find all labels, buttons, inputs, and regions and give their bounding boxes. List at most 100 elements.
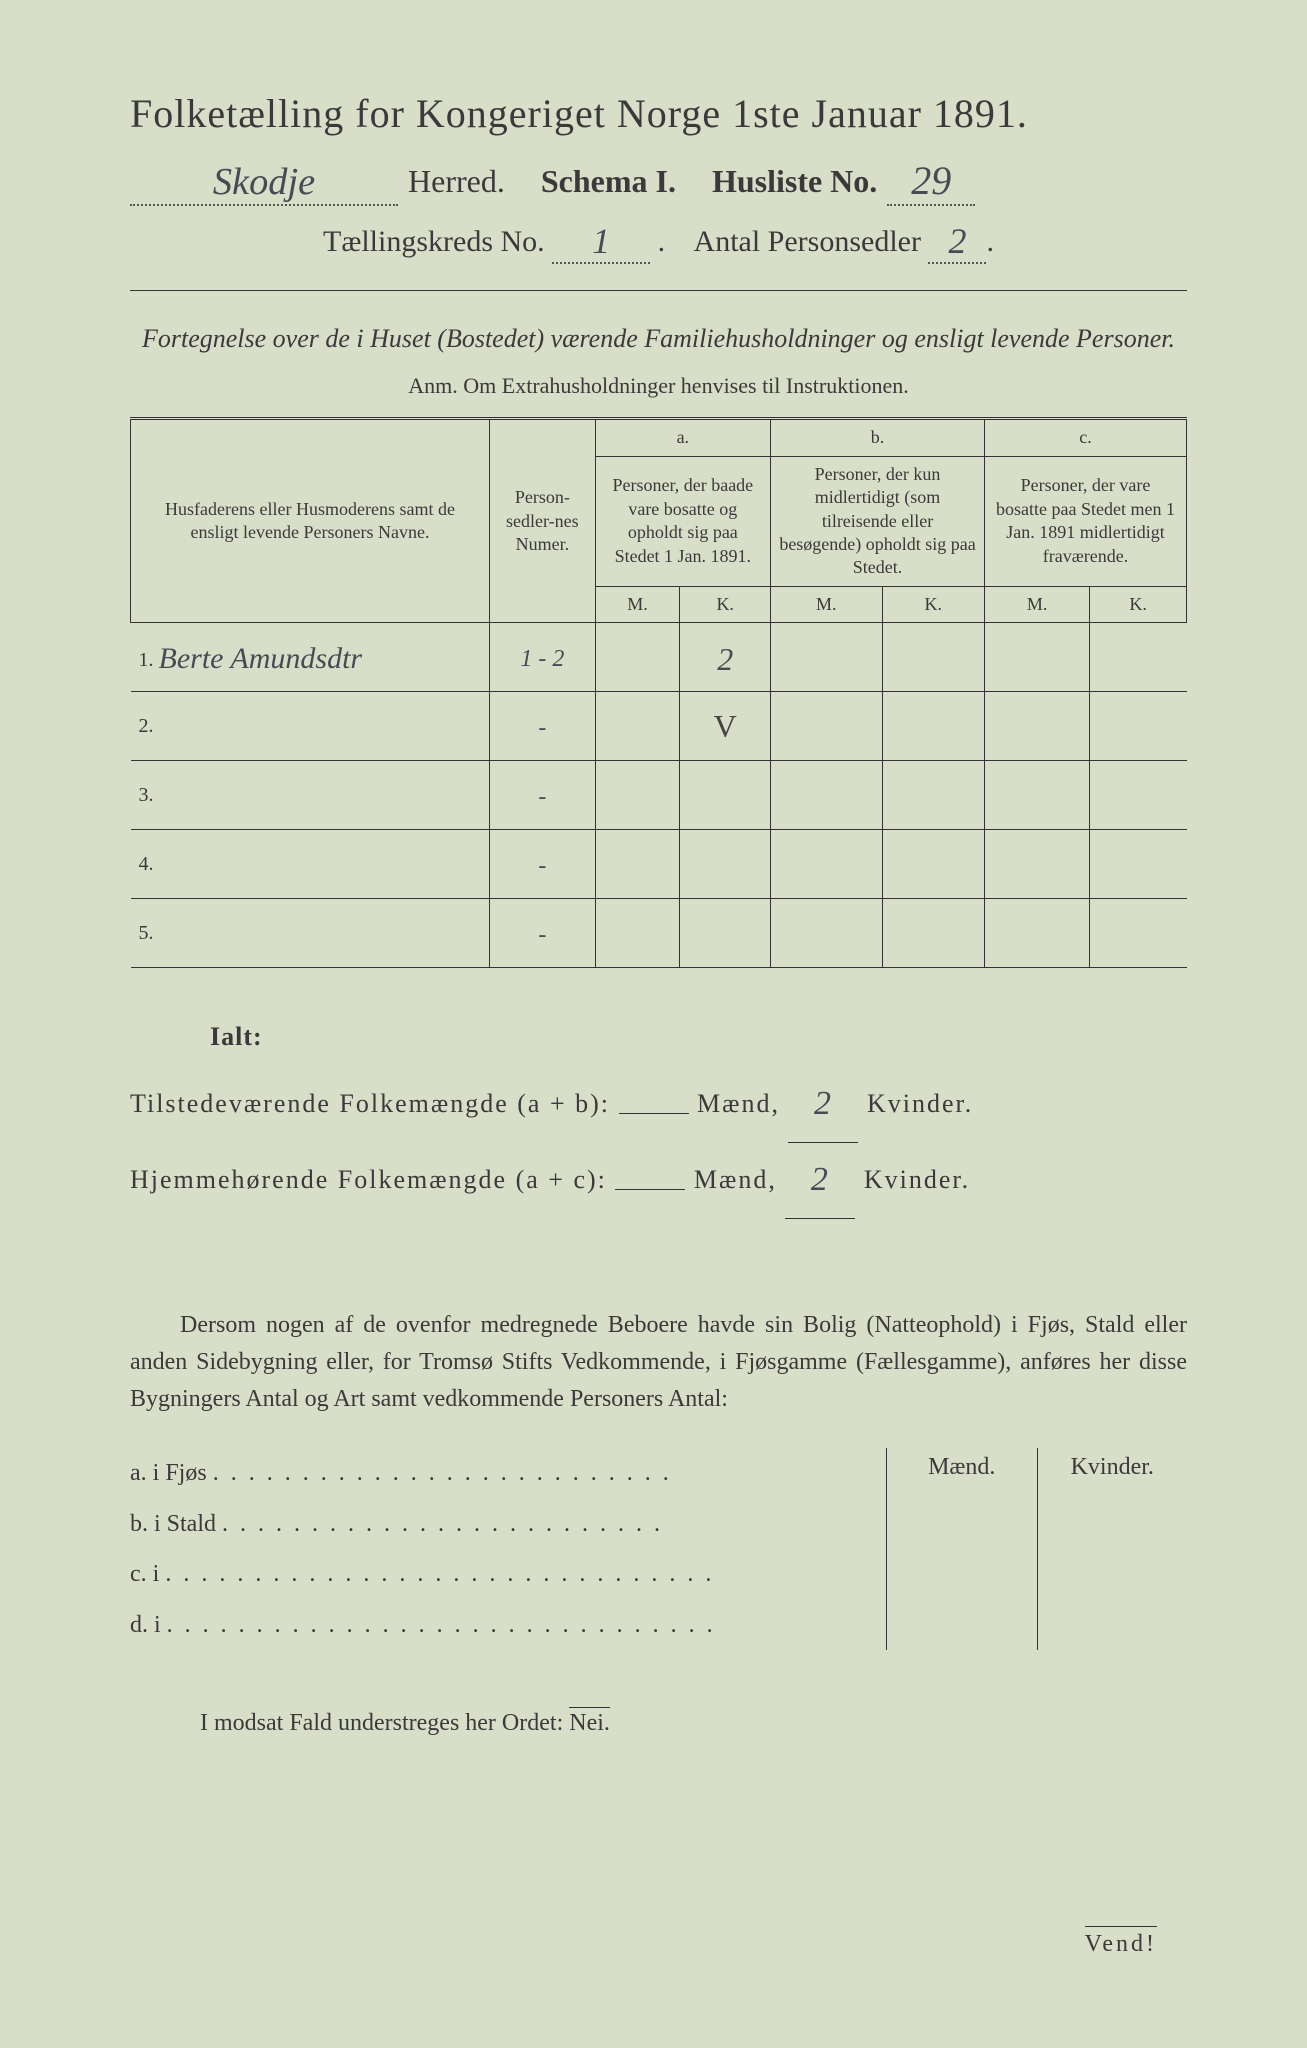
mk-cell: [1090, 830, 1187, 899]
ialt-label: Ialt:: [210, 1008, 1187, 1065]
row-number: 2.: [139, 715, 154, 737]
row-d-label: d. i: [130, 1612, 161, 1638]
col-b-k: K.: [882, 586, 985, 622]
husliste-label: Husliste No.: [712, 163, 877, 200]
row-a-label: a. i Fjøs: [130, 1460, 207, 1486]
col-header-name: Husfaderens eller Husmoderens samt de en…: [131, 419, 490, 623]
row-c-label: c. i: [130, 1561, 159, 1587]
header-line-3: Tællingskreds No. 1 . Antal Personsedler…: [130, 218, 1187, 262]
divider: [130, 290, 1187, 291]
mk-cell: [1090, 623, 1187, 692]
building-paragraph: Dersom nogen af de ovenfor medregnede Be…: [130, 1307, 1187, 1419]
mk-cell: [595, 830, 680, 899]
building-rows: a. i Fjøs . . . . . . . . . . . . . . . …: [130, 1448, 886, 1650]
mk-cell: [771, 830, 883, 899]
building-row-c: c. i . . . . . . . . . . . . . . . . . .…: [130, 1549, 866, 1599]
name-cell: 1. Berte Amundsdtr: [131, 623, 490, 692]
building-row-a: a. i Fjøs . . . . . . . . . . . . . . . …: [130, 1448, 866, 1498]
census-table: Husfaderens eller Husmoderens samt de en…: [130, 417, 1187, 968]
row-number: 4.: [139, 853, 154, 875]
herred-value: Skodje: [130, 160, 398, 206]
row-number: 3.: [139, 784, 154, 806]
mk-cell: [771, 692, 883, 761]
census-form-page: Folketælling for Kongeriget Norge 1ste J…: [0, 0, 1307, 2048]
col-header-a-letter: a.: [595, 419, 770, 456]
kreds-label: Tællingskreds No.: [323, 225, 545, 258]
name-cell: 2.: [131, 692, 490, 761]
mk-cell: 2: [680, 623, 771, 692]
mk-cell: [985, 899, 1090, 968]
mk-cell: [985, 623, 1090, 692]
mk-cell: [882, 692, 985, 761]
col-a-m: M.: [595, 586, 680, 622]
mk-cell: [595, 899, 680, 968]
kreds-value: 1: [552, 220, 650, 264]
personsedler-num: -: [490, 761, 596, 830]
antal-label: Antal Personsedler: [694, 225, 921, 258]
mk-cell: V: [680, 692, 771, 761]
row-b-label: b. i Stald: [130, 1511, 216, 1537]
col-a-k: K.: [680, 586, 771, 622]
mk-cell: [595, 761, 680, 830]
mk-cell: [985, 692, 1090, 761]
table-row: 5. -: [131, 899, 1187, 968]
mk-cell: [680, 830, 771, 899]
mk-cell: [771, 623, 883, 692]
mk-cell: [1090, 899, 1187, 968]
table-row: 2. - V: [131, 692, 1187, 761]
name-cell: 5.: [131, 899, 490, 968]
totals-ab-k: 2: [788, 1067, 858, 1143]
totals-ac-k: 2: [785, 1143, 855, 1219]
personsedler-num: -: [490, 899, 596, 968]
col-header-b-letter: b.: [771, 419, 985, 456]
maend-label: Mænd,: [694, 1165, 777, 1194]
kvinder-label: Kvinder.: [867, 1089, 973, 1118]
subtitle: Fortegnelse over de i Huset (Bostedet) v…: [130, 321, 1187, 357]
mk-cell: [1090, 692, 1187, 761]
antal-value: 2: [928, 220, 986, 264]
totals-line-ab: Tilstedeværende Folkemængde (a + b): Mæn…: [130, 1065, 1187, 1141]
page-title: Folketælling for Kongeriget Norge 1ste J…: [130, 90, 1187, 137]
kvinder-label: Kvinder.: [864, 1165, 970, 1194]
totals-ab-label: Tilstedeværende Folkemængde (a + b):: [130, 1089, 610, 1118]
person-name: Berte Amundsdtr: [159, 642, 363, 675]
mk-cell: [882, 830, 985, 899]
header-line-2: Skodje Herred. Schema I. Husliste No. 29: [130, 155, 1187, 204]
col-header-c: Personer, der vare bosatte paa Stedet me…: [985, 456, 1187, 586]
totals-block: Ialt: Tilstedeværende Folkemængde (a + b…: [130, 1008, 1187, 1217]
personsedler-num: -: [490, 692, 596, 761]
building-row-d: d. i . . . . . . . . . . . . . . . . . .…: [130, 1600, 866, 1650]
table-row: 4. -: [131, 830, 1187, 899]
mk-cell: [771, 761, 883, 830]
herred-label: Herred.: [408, 163, 505, 200]
mk-cell: [771, 899, 883, 968]
husliste-value: 29: [887, 157, 975, 206]
mk-cell: [882, 761, 985, 830]
annotation-note: Anm. Om Extrahusholdninger henvises til …: [130, 373, 1187, 399]
row-number: 5.: [139, 922, 154, 944]
mk-cell: [595, 623, 680, 692]
col-c-m: M.: [985, 586, 1090, 622]
schema-label: Schema I.: [541, 163, 676, 200]
building-mk-cols: Mænd. Kvinder.: [886, 1448, 1187, 1650]
mk-cell: [1090, 761, 1187, 830]
col-header-a: Personer, der baade vare bosatte og opho…: [595, 456, 770, 586]
personsedler-num: 1 - 2: [490, 623, 596, 692]
col-b-m: M.: [771, 586, 883, 622]
name-cell: 3.: [131, 761, 490, 830]
totals-line-ac: Hjemmehørende Folkemængde (a + c): Mænd,…: [130, 1141, 1187, 1217]
col-maend: Mænd.: [887, 1448, 1038, 1650]
building-table: a. i Fjøs . . . . . . . . . . . . . . . …: [130, 1448, 1187, 1650]
col-header-c-letter: c.: [985, 419, 1187, 456]
row-number: 1.: [139, 649, 159, 671]
modsat-line: I modsat Fald understreges her Ordet: Ne…: [130, 1710, 1187, 1737]
nei-word: Nei.: [569, 1707, 610, 1736]
totals-ab-m: [619, 1113, 689, 1114]
col-header-num: Person-sedler-nes Numer.: [490, 419, 596, 623]
mk-cell: [882, 899, 985, 968]
totals-ac-m: [615, 1189, 685, 1190]
col-c-k: K.: [1090, 586, 1187, 622]
mk-cell: [985, 830, 1090, 899]
mk-cell: [985, 761, 1090, 830]
name-cell: 4.: [131, 830, 490, 899]
